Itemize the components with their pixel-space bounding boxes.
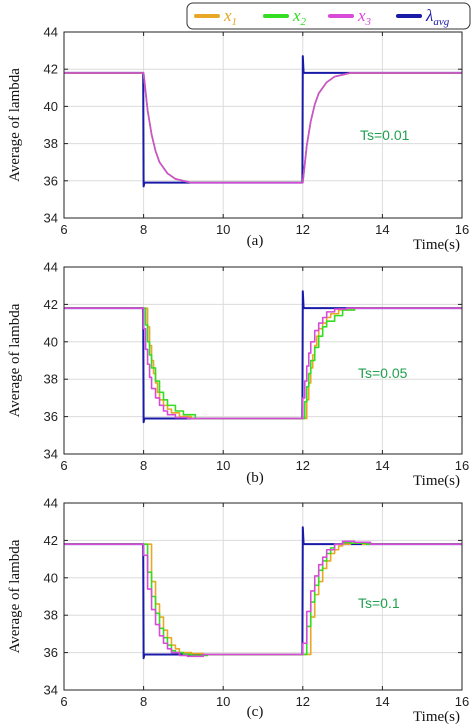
y-tick-label: 38: [44, 608, 58, 623]
series-line-x1: [64, 542, 462, 656]
chart-panels: 6 8 10 12 14 16 34 36 38 40 42 44 Average of lambda T…: [7, 25, 469, 725]
plot-frame: [63, 31, 463, 219]
legend-label: x1: [223, 6, 237, 28]
x-axis-label: Time(s): [413, 709, 460, 725]
panel-label: (a): [247, 233, 264, 249]
x-tick-label: 8: [140, 694, 147, 709]
y-axis-label: Average of lambda: [7, 68, 23, 182]
plot-area: [64, 503, 462, 690]
x-tick-label: 10: [216, 222, 230, 237]
x-tick-label: 6: [60, 458, 67, 473]
y-tick-label: 38: [44, 372, 58, 387]
y-axis-label: Average of lambda: [7, 303, 23, 417]
y-tick-label: 40: [44, 334, 58, 349]
y-tick-label: 42: [44, 533, 58, 548]
x-axis-label: Time(s): [413, 473, 460, 489]
y-tick-label: 38: [44, 136, 58, 151]
x-tick-label: 14: [375, 458, 389, 473]
y-tick-label: 36: [44, 409, 58, 424]
y-tick-label: 34: [44, 683, 58, 698]
x-tick-label: 10: [216, 458, 230, 473]
x-tick-label: 10: [216, 694, 230, 709]
sample-time-annotation: Ts=0.1: [358, 595, 400, 611]
y-tick-label: 36: [44, 173, 58, 188]
x-tick-label: 8: [140, 458, 147, 473]
legend: x1 x2 x3 λavg: [186, 2, 471, 30]
x-tick-label: 12: [296, 694, 310, 709]
y-tick-label: 40: [44, 570, 58, 585]
x-tick-label: 16: [455, 694, 469, 709]
plot-area: [64, 267, 462, 454]
y-tick-label: 34: [44, 447, 58, 462]
y-axis-label: Average of lambda: [7, 539, 23, 653]
x-tick-label: 16: [455, 222, 469, 237]
legend-entry: x2: [263, 6, 307, 28]
legend-entry: x1: [194, 6, 237, 28]
legend-label: x3: [357, 6, 372, 28]
legend-label: x2: [292, 6, 307, 28]
panel-label: (b): [246, 470, 264, 486]
x-tick-label: 14: [375, 222, 389, 237]
y-tick-label: 44: [44, 25, 58, 40]
legend-entry: λavg: [396, 6, 450, 28]
plot-frame: [63, 266, 463, 455]
x-tick-label: 6: [60, 222, 67, 237]
series-line-x3: [64, 540, 462, 658]
x-tick-label: 12: [296, 222, 310, 237]
y-tick-label: 44: [44, 260, 58, 275]
chart-panel-2: 6 8 10 12 14 16 34 36 38 40 42 44 Average of lambda T…: [7, 260, 469, 490]
x-tick-label: 16: [455, 458, 469, 473]
sample-time-annotation: Ts=0.01: [360, 127, 410, 143]
plot-area: [64, 32, 462, 218]
y-tick-label: 34: [44, 211, 58, 226]
y-tick-label: 36: [44, 645, 58, 660]
chart-panel-1: 6 8 10 12 14 16 34 36 38 40 42 44 Average of lambda T…: [7, 25, 469, 254]
y-tick-label: 42: [44, 297, 58, 312]
x-tick-label: 14: [375, 694, 389, 709]
x-tick-label: 6: [60, 694, 67, 709]
x-axis-label: Time(s): [413, 237, 460, 253]
chart-panel-3: 6 8 10 12 14 16 34 36 38 40 42 44 Average of lambda T…: [7, 496, 469, 725]
y-tick-label: 42: [44, 62, 58, 77]
series-line-x3: [64, 307, 462, 420]
sample-time-annotation: Ts=0.05: [358, 365, 408, 381]
y-tick-label: 40: [44, 99, 58, 114]
legend-label: λavg: [425, 6, 450, 28]
series-line-x3: [64, 72, 462, 184]
legend-entry: x3: [328, 6, 372, 28]
y-tick-label: 44: [44, 496, 58, 511]
x-tick-label: 12: [296, 458, 310, 473]
panel-label: (c): [247, 704, 264, 720]
plot-frame: [63, 502, 463, 691]
x-tick-label: 8: [140, 222, 147, 237]
